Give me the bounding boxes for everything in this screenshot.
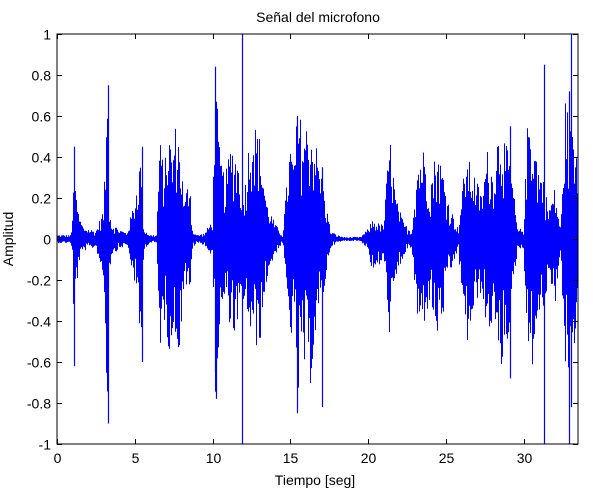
x-tick-label: 20	[361, 450, 377, 466]
y-tick-label: 0.6	[32, 109, 52, 125]
tick-layer: 0 5 10 15 20 25 30 -1 -0.8 -0.6 -0.4 -0.2 0 0.2 0.4 0.6…	[27, 27, 578, 466]
chart-title: Señal del microfono	[256, 9, 380, 25]
x-axis-label: Tiempo [seg]	[275, 472, 355, 488]
y-tick-label: -0.4	[27, 314, 51, 330]
y-axis-label: Amplitud	[0, 212, 16, 266]
x-tick-label: 15	[283, 450, 299, 466]
y-tick-label: 0.4	[32, 150, 52, 166]
y-tick-label: -0.6	[27, 355, 51, 371]
signal-series	[57, 34, 578, 444]
y-tick-label: 0.2	[32, 191, 52, 207]
x-tick-label: 10	[206, 450, 222, 466]
x-tick-label: 5	[132, 450, 140, 466]
y-tick-label: -0.2	[27, 273, 51, 289]
y-tick-label: 0.8	[32, 68, 52, 84]
y-tick-label: -0.8	[27, 396, 51, 412]
y-tick-label: 1	[43, 27, 51, 43]
x-tick-label: 25	[439, 450, 455, 466]
x-tick-label: 30	[517, 450, 533, 466]
y-tick-label: 0	[43, 232, 51, 248]
y-tick-label: -1	[39, 437, 52, 453]
x-tick-label: 0	[54, 450, 62, 466]
